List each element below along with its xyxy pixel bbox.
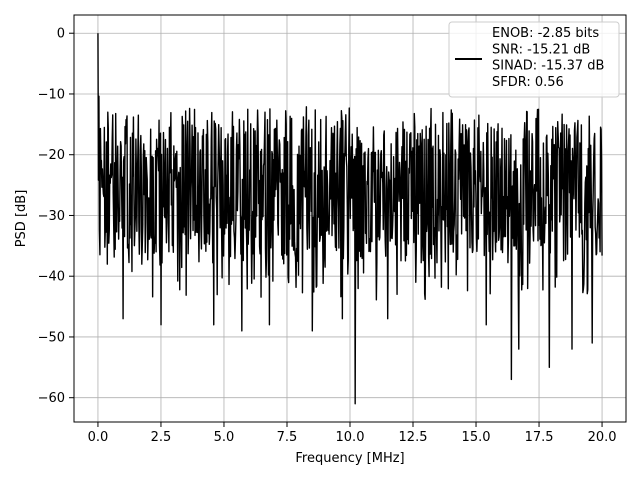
y-tick-label: −30	[38, 209, 65, 224]
x-tick-label: 12.5	[399, 430, 428, 445]
y-axis-label: PSD [dB]	[14, 190, 29, 248]
y-tick-label: −50	[38, 330, 65, 345]
x-tick-label: 20.0	[588, 430, 617, 445]
y-tick-label: −60	[38, 391, 65, 406]
x-tick-label: 7.5	[277, 430, 298, 445]
legend-box	[448, 21, 620, 98]
y-tick-label: −20	[38, 148, 65, 163]
series-layer	[97, 33, 603, 405]
y-tick-label: 0	[57, 27, 65, 42]
x-axis-label: Frequency [MHz]	[295, 451, 404, 466]
x-tick-label: 0.0	[88, 430, 109, 445]
psd-series-line	[97, 33, 603, 405]
axis-ticks: 0.0 2.5 5.0 7.5 10.0 12.5 15.0 17.5 20.0 0 −10 −20 −…	[38, 27, 617, 445]
legend-sfdr: SFDR: 0.56	[492, 75, 564, 90]
x-tick-label: 15.0	[462, 430, 491, 445]
y-tick-label: −10	[38, 87, 65, 102]
legend: ENOB: -2.85 bits SNR: -15.21 dB SINAD: -…	[448, 21, 620, 98]
legend-sinad: SINAD: -15.37 dB	[492, 59, 604, 74]
x-tick-label: 10.0	[336, 430, 365, 445]
x-tick-label: 17.5	[525, 430, 554, 445]
x-tick-label: 2.5	[151, 430, 172, 445]
y-tick-label: −40	[38, 270, 65, 285]
legend-enob: ENOB: -2.85 bits	[492, 26, 599, 41]
legend-snr: SNR: -15.21 dB	[492, 42, 590, 57]
x-tick-label: 5.0	[214, 430, 235, 445]
